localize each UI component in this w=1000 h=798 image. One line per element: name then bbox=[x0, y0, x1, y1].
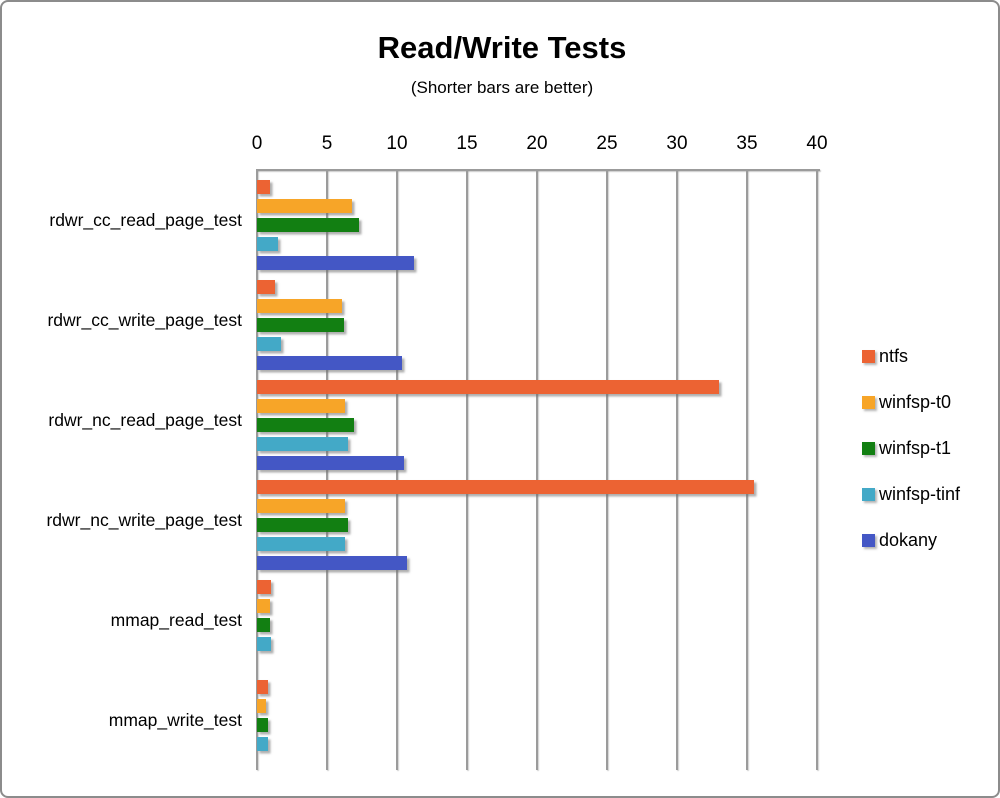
legend-label-winfsp-tinf: winfsp-tinf bbox=[879, 484, 961, 504]
gridline-15 bbox=[466, 170, 468, 770]
gridline-0 bbox=[256, 170, 258, 770]
x-tick-label-30: 30 bbox=[666, 133, 688, 154]
bar-winfsp-t0-rdwr_cc_write_page_test bbox=[257, 299, 343, 313]
x-tick-label-20: 20 bbox=[526, 133, 548, 154]
bar-ntfs-rdwr_cc_read_page_test bbox=[257, 180, 271, 194]
legend-item-winfsp-t0: winfsp-t0 bbox=[862, 392, 951, 412]
bar-ntfs-mmap_read_test bbox=[257, 580, 271, 594]
legend-item-winfsp-tinf: winfsp-tinf bbox=[862, 484, 960, 504]
bar-winfsp-t0-mmap_write_test bbox=[257, 699, 267, 713]
bar-ntfs-rdwr_nc_read_page_test bbox=[257, 380, 719, 394]
legend-label-winfsp-t1: winfsp-t1 bbox=[879, 438, 952, 458]
x-tick-label-0: 0 bbox=[251, 133, 263, 154]
bar-winfsp-tinf-rdwr_cc_read_page_test bbox=[257, 237, 278, 251]
legend-item-dokany: dokany bbox=[862, 530, 937, 550]
category-label-rdwr_nc_write_page_test: rdwr_nc_write_page_test bbox=[46, 510, 242, 530]
x-tick-label-10: 10 bbox=[386, 133, 408, 154]
bar-ntfs-rdwr_nc_write_page_test bbox=[257, 480, 754, 494]
category-label-rdwr_nc_read_page_test: rdwr_nc_read_page_test bbox=[48, 410, 242, 430]
legend-swatch-winfsp-t0 bbox=[862, 395, 875, 409]
bar-dokany-rdwr_cc_read_page_test bbox=[257, 256, 414, 270]
bar-winfsp-tinf-rdwr_cc_write_page_test bbox=[257, 337, 281, 351]
category-label-rdwr_cc_write_page_test: rdwr_cc_write_page_test bbox=[47, 310, 242, 330]
gridline-35 bbox=[746, 170, 748, 770]
plot-area bbox=[256, 170, 818, 770]
legend-label-winfsp-t0: winfsp-t0 bbox=[879, 392, 952, 412]
category-label-mmap_write_test: mmap_write_test bbox=[108, 710, 242, 730]
bar-winfsp-t0-rdwr_nc_read_page_test bbox=[257, 399, 345, 413]
legend-label-ntfs: ntfs bbox=[879, 346, 909, 366]
legend-swatch-winfsp-tinf bbox=[862, 487, 875, 501]
category-label-mmap_read_test: mmap_read_test bbox=[110, 610, 242, 630]
bar-ntfs-mmap_write_test bbox=[257, 680, 268, 694]
bar-winfsp-t1-mmap_read_test bbox=[257, 618, 271, 632]
x-tick-label-35: 35 bbox=[736, 133, 758, 154]
bar-winfsp-tinf-mmap_read_test bbox=[257, 637, 271, 651]
bar-winfsp-t1-mmap_write_test bbox=[257, 718, 268, 732]
bar-winfsp-t1-rdwr_nc_read_page_test bbox=[257, 418, 354, 432]
bar-winfsp-tinf-rdwr_nc_read_page_test bbox=[257, 437, 348, 451]
legend-swatch-ntfs bbox=[862, 349, 875, 363]
bar-dokany-rdwr_nc_write_page_test bbox=[257, 556, 407, 570]
x-tick-label-40: 40 bbox=[806, 133, 828, 154]
bar-ntfs-rdwr_cc_write_page_test bbox=[257, 280, 275, 294]
bar-winfsp-t0-rdwr_nc_write_page_test bbox=[257, 499, 346, 513]
x-tick-label-5: 5 bbox=[321, 133, 333, 154]
bar-winfsp-t0-mmap_read_test bbox=[257, 599, 271, 613]
x-tick-label-15: 15 bbox=[456, 133, 478, 154]
gridline-30 bbox=[676, 170, 678, 770]
legend-swatch-dokany bbox=[862, 533, 875, 547]
gridline-5 bbox=[326, 170, 328, 770]
legend-swatch-winfsp-t1 bbox=[862, 441, 875, 455]
chart-subtitle: (Shorter bars are better) bbox=[410, 78, 594, 97]
gridline-25 bbox=[606, 170, 608, 770]
x-axis-line bbox=[256, 169, 820, 171]
chart-title: Read/Write Tests bbox=[377, 30, 627, 65]
legend-item-winfsp-t1: winfsp-t1 bbox=[862, 438, 951, 458]
bar-winfsp-t1-rdwr_cc_write_page_test bbox=[257, 318, 344, 332]
bar-winfsp-t0-rdwr_cc_read_page_test bbox=[257, 199, 353, 213]
bar-winfsp-t1-rdwr_nc_write_page_test bbox=[257, 518, 348, 532]
x-tick-label-25: 25 bbox=[596, 133, 618, 154]
legend-label-dokany: dokany bbox=[879, 530, 938, 550]
bar-dokany-rdwr_cc_write_page_test bbox=[257, 356, 402, 370]
gridline-20 bbox=[536, 170, 538, 770]
legend-item-ntfs: ntfs bbox=[862, 346, 908, 366]
category-label-rdwr_cc_read_page_test: rdwr_cc_read_page_test bbox=[49, 210, 242, 230]
gridline-40 bbox=[816, 170, 818, 770]
gridline-10 bbox=[396, 170, 398, 770]
bar-winfsp-t1-rdwr_cc_read_page_test bbox=[257, 218, 360, 232]
bar-winfsp-tinf-rdwr_nc_write_page_test bbox=[257, 537, 346, 551]
bar-dokany-rdwr_nc_read_page_test bbox=[257, 456, 404, 470]
bar-winfsp-tinf-mmap_write_test bbox=[257, 737, 268, 751]
